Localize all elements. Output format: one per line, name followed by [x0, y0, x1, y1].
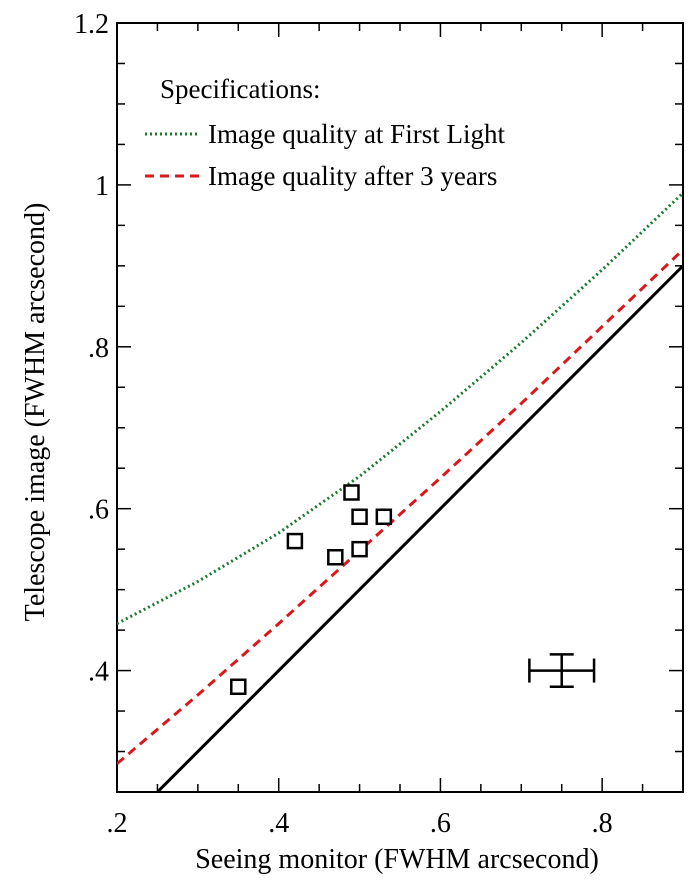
y-tick-label: .4: [88, 657, 109, 688]
data-point: [343, 484, 360, 501]
y-axis-title: Telescope image (FWHM arcsecond): [20, 203, 51, 622]
after-3-years-curve: [117, 248, 683, 765]
first-light-curve: [117, 191, 683, 625]
y-tick-label: .6: [88, 495, 109, 526]
equality-line: [155, 264, 683, 792]
x-axis-title: Seeing monitor (FWHM arcsecond): [195, 844, 599, 875]
legend-title: Specifications:: [160, 74, 320, 104]
y-tick-label: 1: [95, 171, 109, 202]
data-point: [351, 540, 368, 558]
series-lines: [117, 191, 683, 792]
y-tick-label: 1.2: [74, 9, 109, 40]
axis-ticks: [116, 22, 684, 793]
tick-labels: .2 .4 .6 .8 .4 .6 .8 1 1.2: [74, 9, 613, 839]
data-point: [327, 549, 344, 566]
x-tick-label: .2: [107, 808, 128, 839]
legend-label-after-3-years: Image quality after 3 years: [208, 161, 497, 191]
data-point: [230, 678, 247, 696]
x-tick-label: .4: [268, 808, 289, 839]
y-tick-label: .8: [88, 333, 109, 364]
error-bar: [528, 653, 596, 689]
legend: Specifications: Image quality at First L…: [145, 74, 505, 191]
data-point: [286, 532, 304, 550]
legend-label-first-light: Image quality at First Light: [208, 119, 505, 149]
x-tick-label: .8: [592, 808, 613, 839]
data-point: [351, 508, 368, 526]
x-tick-label: .6: [430, 808, 451, 839]
data-point: [375, 508, 393, 526]
data-points: [230, 484, 393, 696]
